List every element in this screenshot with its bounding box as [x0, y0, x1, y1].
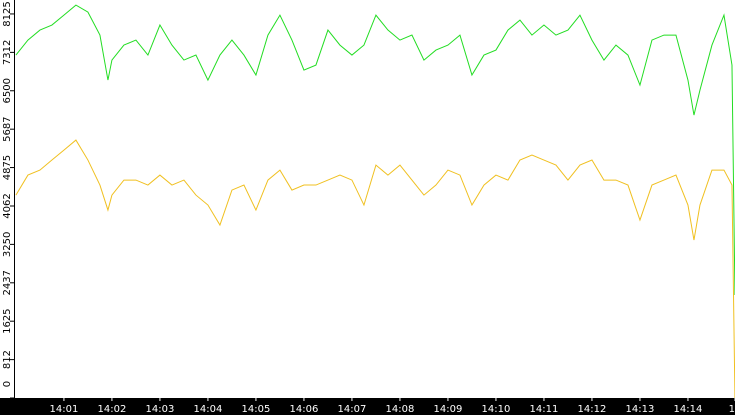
series-line: [15, 4, 735, 296]
y-tick-label: 812: [2, 350, 13, 369]
y-tick-label: 7312: [2, 40, 13, 65]
y-tick-label: 4062: [2, 193, 13, 218]
x-tick-label: 14:01: [50, 404, 79, 415]
time-bar: [0, 398, 735, 415]
x-tick-label: 14:14: [674, 404, 703, 415]
x-tick-label: 14:10: [482, 404, 511, 415]
y-tick-label: 2437: [2, 270, 13, 295]
x-tick-label: 14:12: [578, 404, 607, 415]
x-tick-label: 14:08: [386, 404, 415, 415]
y-tick-label: 6500: [2, 78, 13, 103]
y-tick-label: 3250: [2, 232, 13, 257]
x-tick-label: 14:11: [530, 404, 559, 415]
x-tick-label: 14:04: [194, 404, 223, 415]
x-tick-label: 14:03: [146, 404, 175, 415]
series-line: [15, 139, 735, 399]
y-tick-label: 8125: [2, 1, 13, 26]
y-tick-label: 4875: [2, 155, 13, 180]
y-tick-label: 0: [2, 381, 13, 387]
y-tick-label: 1625: [2, 308, 13, 333]
y-tick-label: 5687: [2, 116, 13, 141]
x-tick-label: 14:09: [434, 404, 463, 415]
x-tick-label: 14:13: [626, 404, 655, 415]
x-tick-label: 14:05: [242, 404, 271, 415]
x-tick-label: 14:02: [98, 404, 127, 415]
x-tick-label: 14: [729, 404, 735, 415]
x-tick-label: 14:06: [290, 404, 319, 415]
x-tick-label: 14:07: [338, 404, 367, 415]
